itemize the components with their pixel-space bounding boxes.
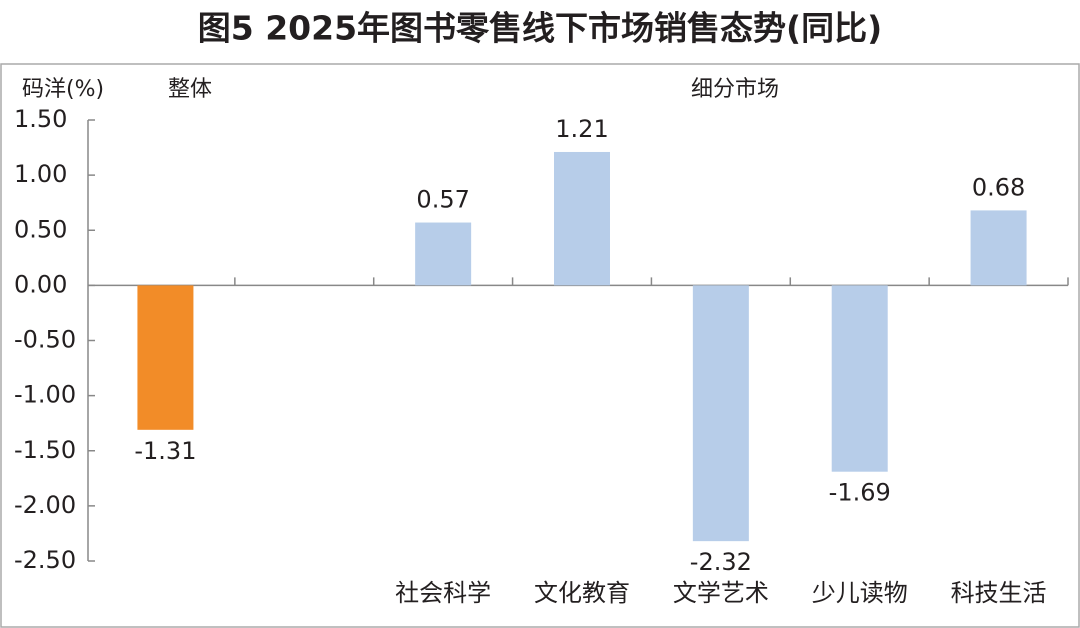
x-tick-label: 社会科学	[395, 579, 491, 607]
y-tick-label: -1.50	[14, 436, 76, 464]
value-label: 1.21	[555, 115, 608, 143]
y-tick-label: 0.50	[14, 215, 67, 243]
bar	[137, 285, 194, 430]
y-axis-label: 码洋(%)	[22, 77, 104, 102]
value-label: -1.31	[134, 437, 196, 465]
x-tick-label: 文学艺术	[673, 579, 769, 607]
value-label: 0.57	[416, 186, 469, 214]
bar	[970, 210, 1027, 286]
x-tick-label: 科技生活	[951, 579, 1047, 607]
chart-title: 图5 2025年图书零售线下市场销售态势(同比)	[198, 9, 882, 48]
bar	[415, 222, 472, 286]
y-tick-label: -1.00	[14, 381, 76, 409]
bar	[554, 151, 610, 286]
bar	[831, 285, 888, 472]
y-tick-label: -2.00	[14, 491, 76, 519]
y-tick-label: -2.50	[14, 546, 76, 574]
chart-frame	[0, 63, 1080, 628]
value-label: 0.68	[972, 173, 1025, 201]
y-tick-label: -0.50	[14, 326, 76, 354]
y-tick-label: 1.50	[14, 105, 67, 133]
group-label: 整体	[168, 77, 212, 102]
x-tick-label: 少儿读物	[812, 579, 908, 607]
y-tick-label: 1.00	[14, 160, 67, 188]
y-tick-label: 0.00	[14, 270, 67, 298]
value-label: -1.69	[829, 479, 891, 507]
bar	[692, 285, 749, 542]
x-tick-label: 文化教育	[534, 579, 630, 607]
group-label: 细分市场	[691, 77, 779, 102]
value-label: -2.32	[690, 548, 752, 576]
